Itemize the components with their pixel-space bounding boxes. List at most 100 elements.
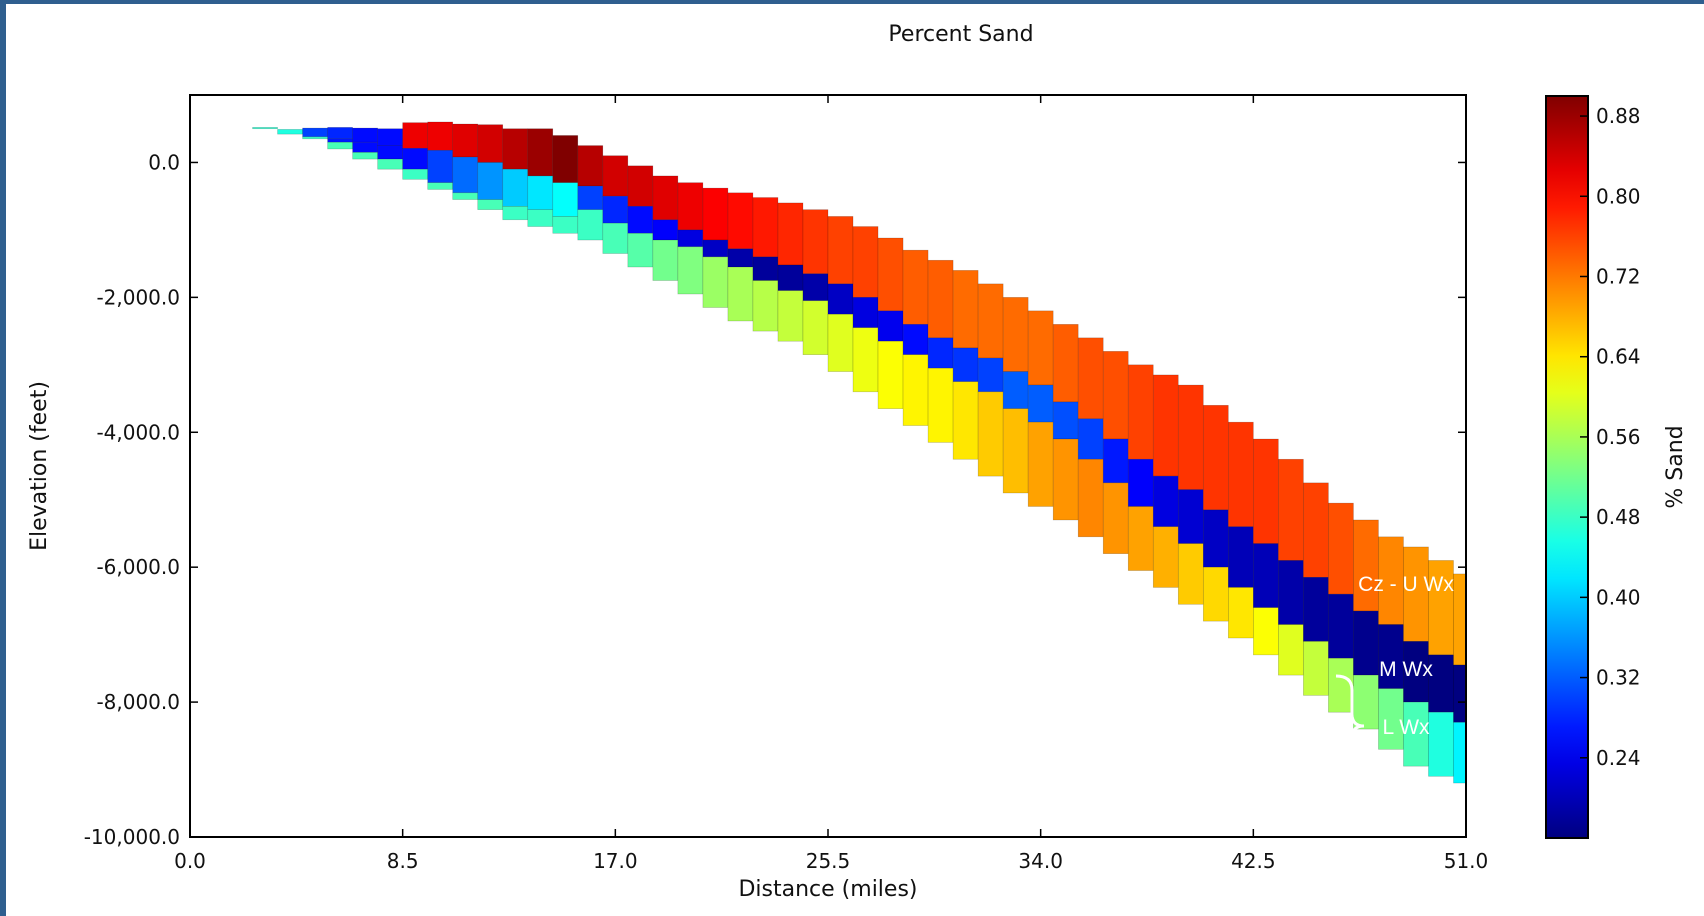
cell-layer2-col30 xyxy=(927,337,954,369)
cell-layer3-col20 xyxy=(677,246,704,295)
cell-layer1-col5 xyxy=(302,127,328,138)
cell-layer3-col27 xyxy=(852,327,879,393)
cell-layer1-col7 xyxy=(352,127,378,143)
cell-layer3-col16 xyxy=(577,209,604,241)
cell-layer2-col51 xyxy=(1453,664,1467,723)
cell-layer3-col8 xyxy=(377,158,403,170)
cell-layer2-col26 xyxy=(827,283,854,315)
colorbar-tick-label: 0.72 xyxy=(1596,264,1641,288)
cell-layer2-col9 xyxy=(402,147,428,170)
cell-layer1-col28 xyxy=(877,237,904,312)
cell-layer1-col8 xyxy=(377,128,403,146)
cell-layer1-col40 xyxy=(1177,384,1204,490)
x-tick-label: 8.5 xyxy=(387,849,419,873)
plot-area xyxy=(252,121,1467,784)
cell-layer2-col48 xyxy=(1378,624,1404,689)
cell-layer1-col24 xyxy=(777,202,804,266)
y-axis-title: Elevation (feet) xyxy=(27,381,52,551)
cell-layer1-col22 xyxy=(727,192,754,250)
colorbar-ticks: 0.88 0.80 0.72 0.64 0.56 0.48 0.40 0.32 0.24 xyxy=(1580,104,1641,770)
colorbar-tick-label: 0.40 xyxy=(1596,585,1641,609)
colorbar xyxy=(1545,95,1589,839)
cell-layer1-col20 xyxy=(677,182,704,231)
y-tick-label: 0.0 xyxy=(148,150,180,174)
cell-layer1-col21 xyxy=(702,187,729,241)
cell-layer1-col9 xyxy=(402,122,428,149)
cell-layer2-col33 xyxy=(1002,371,1029,409)
cell-layer1-col36 xyxy=(1077,337,1104,420)
colorbar-tick-label: 0.56 xyxy=(1596,425,1641,449)
cell-layer3-col26 xyxy=(827,313,854,372)
cell-layer3-col17 xyxy=(602,222,629,254)
cell-layer2-col31 xyxy=(952,347,979,382)
cell-layer1-col46 xyxy=(1328,502,1354,595)
cell-layer1-col29 xyxy=(902,249,929,325)
cell-layer1-col30 xyxy=(927,259,954,339)
y-tick-label: -8,000.0 xyxy=(96,690,180,714)
y-axis: 0.0 -2,000.0 -4,000.0 -6,000.0 -8,000.0 -10,0… xyxy=(84,150,1466,849)
cell-layer1-col35 xyxy=(1052,324,1079,403)
x-tick-label: 42.5 xyxy=(1231,849,1276,873)
cell-layer1-col31 xyxy=(952,270,979,349)
cell-layer2-col23 xyxy=(752,256,779,281)
annotation-label: Cz - U Wx xyxy=(1358,573,1454,596)
cell-layer3-col6 xyxy=(327,141,353,150)
cell-layer3-col38 xyxy=(1127,506,1154,571)
cell-layer2-col7 xyxy=(352,141,378,153)
cell-layer2-col6 xyxy=(327,138,353,143)
colorbar-tick-label: 0.24 xyxy=(1596,746,1641,770)
cell-layer3-col28 xyxy=(877,340,904,409)
cell-layer2-col22 xyxy=(727,248,754,268)
cell-layer1-col16 xyxy=(577,145,604,187)
cell-layer2-col21 xyxy=(702,239,729,258)
cell-layer3-col51 xyxy=(1453,722,1467,784)
cell-layer3-col47 xyxy=(1353,674,1379,730)
cell-layer2-col39 xyxy=(1152,475,1179,528)
cell-layer3-col31 xyxy=(952,381,979,460)
cell-layer1-col34 xyxy=(1027,310,1054,386)
cell-layer3-col15 xyxy=(552,216,579,234)
cell-layer3-col43 xyxy=(1253,607,1279,656)
cell-layer2-col29 xyxy=(902,324,929,356)
cell-layer3-col41 xyxy=(1202,566,1229,622)
cell-layer2-col47 xyxy=(1353,610,1379,676)
cell-layer1-col49 xyxy=(1403,546,1429,642)
cell-layer2-col41 xyxy=(1202,509,1229,568)
x-axis-title: Distance (miles) xyxy=(738,877,917,902)
cell-layer2-col36 xyxy=(1077,418,1104,460)
cell-layer1-col42 xyxy=(1228,421,1254,527)
cell-layer2-col20 xyxy=(677,229,704,248)
cell-layer1-col39 xyxy=(1152,374,1179,477)
cell-layer2-col40 xyxy=(1177,489,1204,544)
cell-layer1-col10 xyxy=(427,121,454,151)
l-wx-bracket xyxy=(1335,674,1365,782)
colorbar-tick-label: 0.64 xyxy=(1596,345,1641,369)
cell-layer1-col45 xyxy=(1303,482,1329,578)
y-tick-label: -2,000.0 xyxy=(96,285,180,309)
cell-layer2-col27 xyxy=(852,297,879,329)
cell-layer2-col12 xyxy=(477,162,504,200)
cell-layer1-col26 xyxy=(827,216,854,285)
x-tick-label: 0.0 xyxy=(174,849,206,873)
cell-layer3-col18 xyxy=(627,232,654,268)
cell-layer2-col37 xyxy=(1102,438,1129,484)
chart-frame: Percent Sand 0.0 8.5 17.0 25.5 34.0 42.5 51.0 … xyxy=(6,4,1704,916)
cell-layer1-col15 xyxy=(552,135,579,183)
cell-layer1-col19 xyxy=(652,175,679,221)
cell-layer3-col34 xyxy=(1027,421,1054,507)
cell-layer3-col44 xyxy=(1278,624,1304,676)
cell-layer2-col32 xyxy=(977,357,1004,393)
cell-layer3-col50 xyxy=(1428,711,1454,777)
cell-layer1-col14 xyxy=(527,128,554,177)
cell-layer1-col11 xyxy=(452,123,479,158)
cell-layer3-col19 xyxy=(652,239,679,281)
cell-layer1-col25 xyxy=(802,209,829,275)
cell-layer1-col4 xyxy=(277,129,303,135)
y-tick-label: -6,000.0 xyxy=(96,555,180,579)
cell-layer2-col43 xyxy=(1253,543,1279,608)
cell-layer3-col39 xyxy=(1152,526,1179,588)
x-axis: 0.0 8.5 17.0 25.5 34.0 42.5 51.0 xyxy=(174,95,1488,873)
cell-layer1-col33 xyxy=(1002,297,1029,372)
colorbar-tick-label: 0.32 xyxy=(1596,666,1641,690)
x-tick-label: 25.5 xyxy=(806,849,851,873)
